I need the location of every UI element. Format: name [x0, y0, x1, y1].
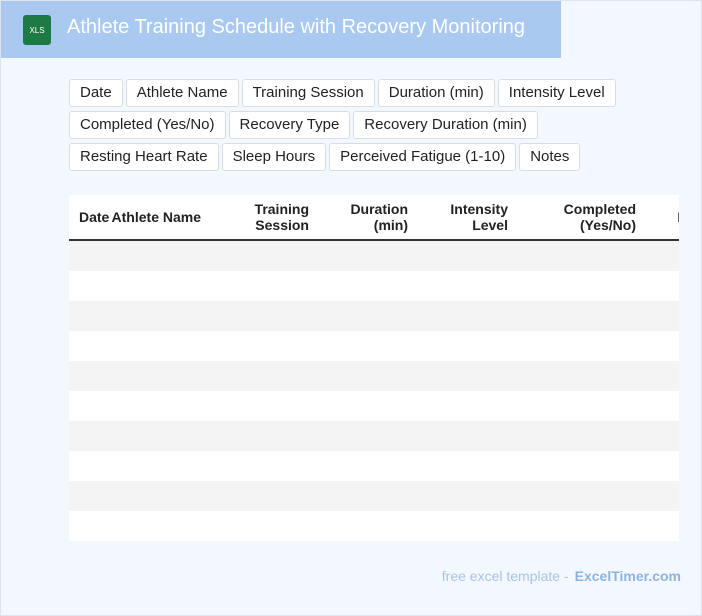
column-tag[interactable]: Intensity Level — [497, 79, 616, 107]
column-header: Intensity Level — [450, 201, 508, 233]
row — [69, 451, 679, 481]
column-header: Date — [79, 209, 110, 225]
row — [69, 361, 679, 391]
footer-brand[interactable]: ExcelTimer.com — [574, 568, 681, 584]
column-tag[interactable]: Training Session — [241, 79, 375, 107]
column-tag[interactable]: Notes — [519, 143, 581, 171]
column-tag[interactable]: Duration (min) — [377, 79, 495, 107]
footer-text: free excel template - — [441, 568, 569, 584]
column-tag[interactable]: Resting Heart Rate — [69, 143, 219, 171]
row — [69, 391, 679, 421]
column-tag[interactable]: Sleep Hours — [221, 143, 327, 171]
column-header: Training Session — [254, 201, 309, 233]
footer: free excel template - ExcelTimer.com — [442, 568, 681, 584]
column-header: Completed (Yes/No) — [563, 201, 636, 233]
row — [69, 301, 679, 331]
column-tag[interactable]: Athlete Name — [125, 79, 239, 107]
column-tag[interactable]: Recovery Type — [228, 111, 351, 139]
table-body — [69, 241, 679, 541]
row — [69, 481, 679, 511]
tag-list: Date Athlete Name Training Session Duration… — [69, 79, 689, 171]
column-header: Recovery Type — [646, 195, 679, 239]
row — [69, 241, 679, 271]
row — [69, 421, 679, 451]
row — [69, 271, 679, 301]
row — [69, 331, 679, 361]
title: Athlete Training Schedule with Recovery … — [67, 16, 526, 38]
column-tag[interactable]: Completed (Yes/No) — [69, 111, 226, 139]
column-header: Duration (min) — [350, 201, 408, 233]
column-tag[interactable]: Recovery Duration (min) — [353, 111, 538, 139]
xls-icon: XLS — [23, 15, 51, 45]
header: XLS Athlete Training Schedule with Recov… — [1, 1, 561, 58]
column-tag[interactable]: Perceived Fatigue (1-10) — [329, 143, 517, 171]
column-tag[interactable]: Date — [69, 79, 123, 107]
table-header: Date Athlete Name Training Session Duration… — [69, 195, 679, 241]
column-header: Athlete Name — [111, 209, 201, 225]
table: Date Athlete Name Training Session Duration… — [69, 195, 679, 541]
row — [69, 511, 679, 541]
